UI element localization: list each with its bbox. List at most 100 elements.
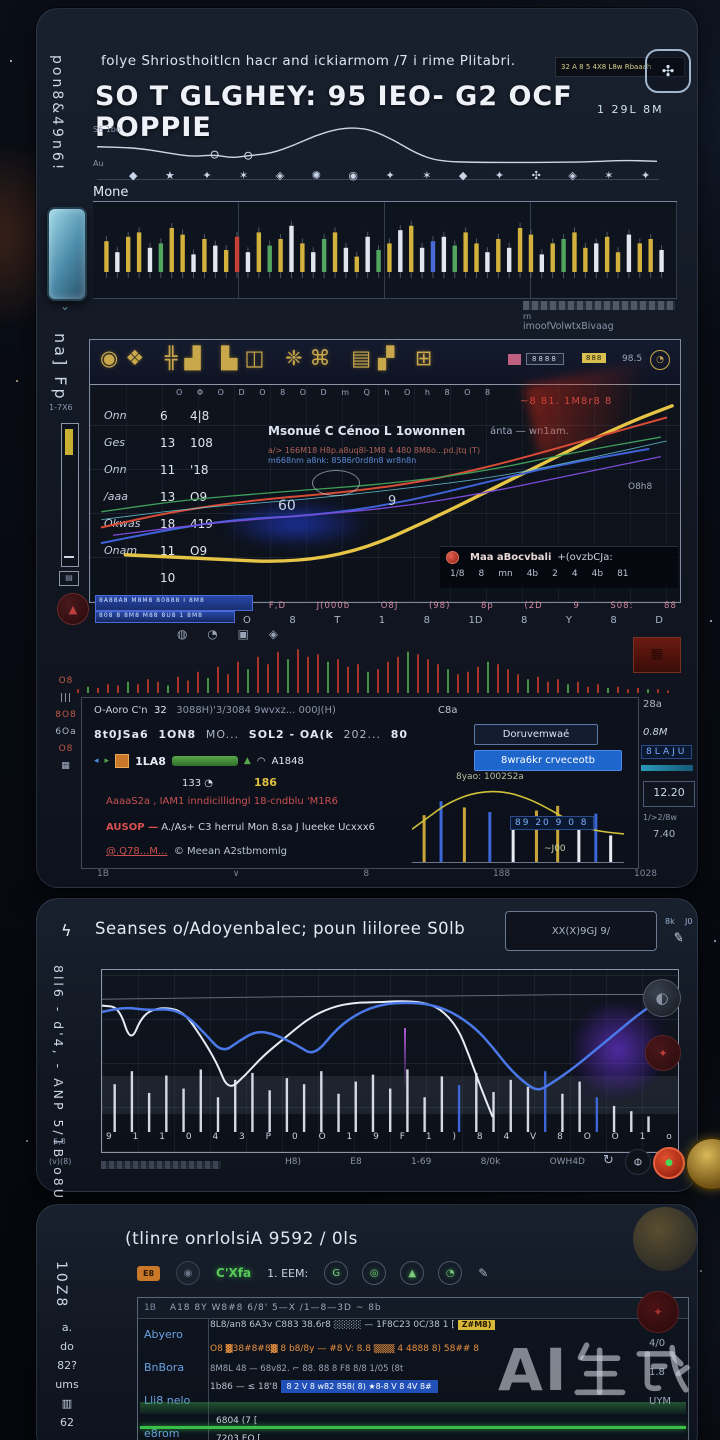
pink-tick: F,D <box>268 601 287 611</box>
rail-icon[interactable]: a. <box>61 1321 73 1334</box>
yellow-badge: Z#M8) <box>457 1320 496 1330</box>
data-table: 1B A18 8Y W8#8 6/8' 5—X /1—8—3D ~ 8b Aby… <box>137 1297 689 1440</box>
vertical-slider[interactable] <box>61 423 79 567</box>
table-row-c[interactable]: 1b86 — ≤ 18'8 8 2 V 8 w82 858( 8) ★8-8 V… <box>210 1380 680 1393</box>
chart-row[interactable]: Ges 13 108 <box>104 435 213 450</box>
rail-box-icon[interactable]: ▤ <box>59 571 79 586</box>
chart-row[interactable]: 10 <box>160 570 176 585</box>
spark-icon: ϟ <box>61 921 72 940</box>
slider-fill <box>65 429 73 455</box>
rail-icon[interactable]: do <box>60 1340 74 1353</box>
row-b-text: O8 ▓38#8#8▓ 8 b8/8y — #8 V: 8.8 ▒▒▒ 4 48… <box>210 1344 480 1354</box>
rail-icon[interactable]: 62 <box>60 1416 74 1429</box>
sub-red2-a: AUSOP — <box>106 822 159 833</box>
red-badge-icon[interactable]: ▦ <box>633 637 681 673</box>
rail-icon[interactable]: 82? <box>57 1359 77 1372</box>
swirl-icon[interactable]: ◐ <box>643 979 681 1017</box>
dark-circle-icon[interactable]: ◉ <box>176 1261 201 1285</box>
redo-icon[interactable]: ↻ <box>603 1153 614 1168</box>
pink-tick: (2D <box>524 601 543 611</box>
sub-row1-d: C8a <box>438 705 458 716</box>
sub-row2-b: 1ON8 <box>158 728 197 741</box>
orange-square-icon[interactable] <box>115 754 130 768</box>
table-label-column: Abyero BnBora Lli8 nelo e8rom <box>138 1318 209 1440</box>
chart-sub-note-2: m668nm a8nk: 8586r0rd8n8 wr8n8n <box>268 456 417 465</box>
rail-icon[interactable]: ▥ <box>61 1397 73 1410</box>
row-c-selection[interactable]: 8 2 V 8 w82 858( 8) ★8-8 V 8 4V 8# <box>280 1380 438 1393</box>
download-button[interactable]: Doruvemwaé <box>474 724 598 745</box>
sub-row2-d: SOL2 - OA(k <box>248 728 334 741</box>
row-label[interactable]: Lli8 nelo <box>144 1394 191 1407</box>
sub-red3-a[interactable]: @.Q78...M... <box>106 846 168 857</box>
panel2-right-2: J0 <box>685 917 693 926</box>
toolbar-circle[interactable]: ◔ <box>438 1261 463 1285</box>
table-row-b2[interactable]: 8M8L 48 — 68v82. ⌐ 88. 88 8 F8 8/8 1/05 … <box>210 1364 404 1374</box>
footer-label-row: H8) E8 1-69 8/0k OWH4D <box>285 1157 585 1167</box>
row-label[interactable]: e8rom <box>144 1427 180 1440</box>
pen-icon[interactable]: ✎ <box>671 930 686 947</box>
panel3-pen-icon[interactable]: ✎ <box>478 1266 489 1280</box>
gold-medallion-icon[interactable] <box>685 1137 720 1191</box>
j00-label: ~J00 <box>544 844 566 854</box>
power-red-button[interactable]: ● <box>653 1147 685 1179</box>
panel2-action-button[interactable]: XX(X)9GJ 9/ <box>505 911 657 951</box>
red-disc-icon[interactable]: ✦ <box>645 1035 681 1071</box>
cyan-strip <box>641 765 693 771</box>
toolbar-circle[interactable]: ◎ <box>362 1261 387 1285</box>
panel3-rail-icons: a. do 82? ums ▥ 62 <box>47 1315 87 1435</box>
panel-series-chart: ϟ Seanses o/Adoyenbalec; poun liiloree S… <box>36 898 720 1263</box>
table-row-b[interactable]: O8 ▓38#8#8▓ 8 b8/8y — #8 V: 8.8 ▒▒▒ 4 48… <box>210 1344 680 1354</box>
chart-legend: Maa aBocvbali +(ovzbCJa: 1/8 8 mn 4b 2 4 4b 81 <box>440 546 678 588</box>
table-row-a[interactable]: 8L8/an8 6A3v C883 38.6r8 ░░░░ — 1F8C23 0… <box>210 1320 680 1330</box>
bottom-tick: 1B <box>97 869 109 879</box>
row-label[interactable]: Abyero <box>144 1328 183 1341</box>
footer-label: H8) <box>285 1157 302 1167</box>
row-label[interactable]: BnBora <box>144 1361 185 1374</box>
x-tick: o <box>666 1132 672 1142</box>
bottom-tick: 8 <box>363 869 370 879</box>
rail-icon[interactable]: ums <box>55 1378 79 1391</box>
chart-row[interactable]: Onn 11'18 <box>104 462 209 477</box>
sub-row2-e: 202... <box>343 728 382 741</box>
orange-badge[interactable]: E8 <box>137 1265 161 1281</box>
corner-badge[interactable]: 32 A 8 5 4X8 L8w Rbaaah <box>555 57 685 77</box>
x-tick: 4 <box>503 1132 510 1142</box>
legend-value: 1/8 <box>450 569 465 579</box>
glass-slider-widget[interactable] <box>47 207 87 301</box>
progress-bar-1[interactable]: 8A88A8 M8M8 80888 I 8M8 <box>95 595 253 611</box>
chart-toolbar[interactable]: ◉❖ ╬▟ ▙◫ ❈⌘ ▤▞ ⊞ 8888 888 98.5 ◔ <box>90 340 680 385</box>
bell-chart-label: 8yao: 1002S2a <box>456 772 524 782</box>
chart-row[interactable]: Onn 6 4|8 <box>104 408 210 423</box>
watermark: AI <box>498 1336 692 1404</box>
icon-cluster[interactable]: ◍ ◔ ▣ ◈ <box>177 627 286 641</box>
green-label: C'Xfa <box>216 1266 252 1280</box>
sub-red-row-1: AaaaS2a , IAM1 inndicillidngl 18-cndblu … <box>106 796 338 807</box>
toolbar-circle[interactable]: G <box>324 1261 349 1285</box>
panel3-red-icon[interactable]: ✦ <box>637 1291 679 1333</box>
icon-tick: 1 <box>378 615 386 626</box>
icon-tick: Y <box>565 615 572 626</box>
corner-flower-icon[interactable]: ✣ <box>645 49 691 93</box>
table-header-glyphs: A18 8Y W8#8 6/8' 5—X /1—8—3D ~ 8b <box>169 1303 382 1313</box>
row-a-text: 8L8/an8 6A3v C883 38.6r8 ░░░░ — 1F8C23 0… <box>210 1320 455 1330</box>
sparkline-chart <box>97 127 657 164</box>
alert-red-icon[interactable]: ▲ <box>57 593 89 625</box>
flower-glyph: ✣ <box>661 62 675 80</box>
toolbar-badge-1: 8888 <box>526 353 564 365</box>
progress-bar-2[interactable]: 808 8 8M8 M88 8U8 1 8M8 <box>95 611 235 623</box>
magenta-spike <box>404 1028 406 1090</box>
volume-histogram <box>77 649 669 693</box>
toolbar-ornament-icons[interactable]: ◉❖ ╬▟ ▙◫ ❈⌘ ▤▞ ⊞ <box>100 346 440 370</box>
main-chart-panel: ◉❖ ╬▟ ▙◫ ❈⌘ ▤▞ ⊞ 8888 888 98.5 ◔ O Φ O D… <box>89 339 686 603</box>
power-dark-button[interactable]: Φ <box>625 1149 651 1175</box>
rail-small-label: 1-7X6 <box>49 403 73 412</box>
primary-action-button[interactable]: 8wra6kr crveceotb <box>474 750 622 771</box>
chart-center-right: ánta — wn1am. <box>490 426 569 437</box>
toolbar-value: 98.5 <box>622 354 643 364</box>
toolbar-circle[interactable]: ▲ <box>400 1261 425 1285</box>
x-tick: V <box>530 1132 537 1142</box>
sub-val-yellow: 186 <box>254 776 277 789</box>
chart-row[interactable]: /aaa 13 O9 <box>104 489 208 504</box>
pink-tick: S08: <box>610 601 634 611</box>
sub-red3-b: © Meean A2stbmomlg <box>173 846 288 857</box>
